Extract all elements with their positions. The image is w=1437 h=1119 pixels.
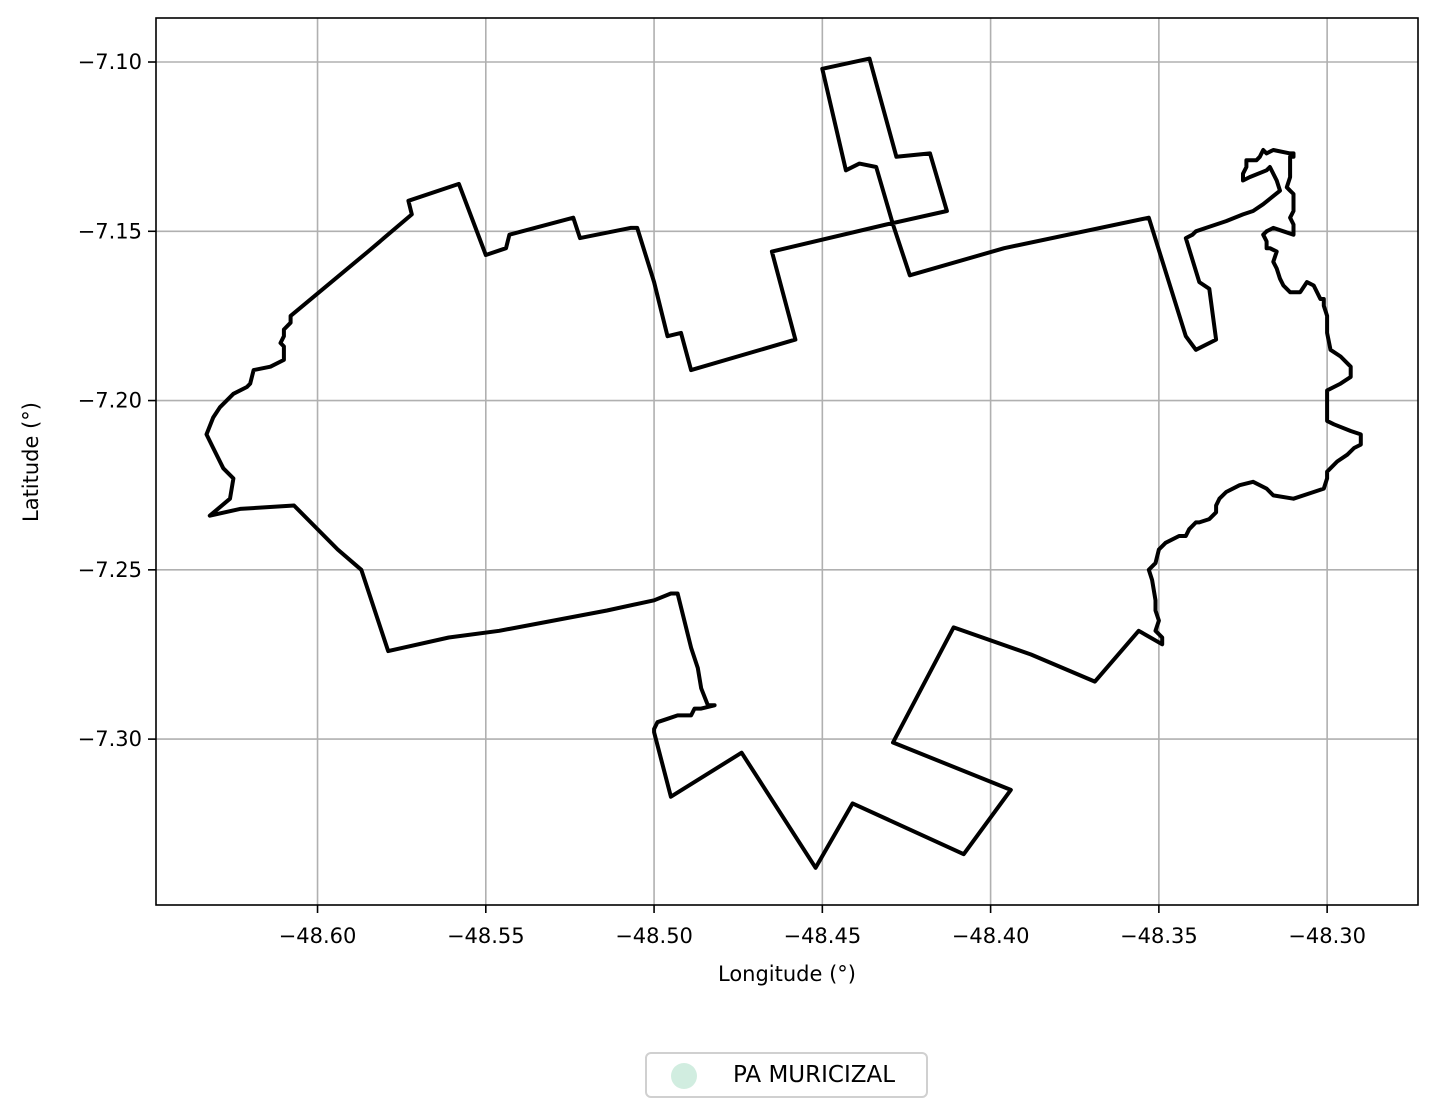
x-tick-label: −48.50: [615, 924, 693, 948]
y-tick-label: −7.10: [78, 50, 142, 74]
x-tick-label: −48.45: [783, 924, 861, 948]
legend: PA MURICIZAL: [645, 1052, 928, 1098]
x-tick-label: −48.35: [1120, 924, 1198, 948]
legend-label: PA MURICIZAL: [733, 1062, 896, 1088]
y-tick-label: −7.15: [78, 219, 142, 243]
x-tick-label: −48.40: [952, 924, 1030, 948]
y-tick-label: −7.20: [78, 389, 142, 413]
y-ticks: −7.10 −7.15 −7.20 −7.25 −7.30: [78, 50, 156, 751]
grid: [156, 18, 1418, 905]
y-tick-label: −7.25: [78, 558, 142, 582]
plot-frame: [155, 17, 1419, 906]
boundary-layer: [204, 56, 1363, 870]
y-tick-label: −7.30: [78, 727, 142, 751]
x-tick-label: −48.55: [447, 924, 525, 948]
x-tick-label: −48.30: [1288, 924, 1366, 948]
x-axis-label: Longitude (°): [718, 962, 856, 986]
x-ticks: −48.60 −48.55 −48.50 −48.45 −48.40 −48.35 −48.…: [279, 905, 1366, 948]
boundary-polygon: [204, 56, 1363, 870]
x-tick-label: −48.60: [279, 924, 357, 948]
legend-marker-icon: [671, 1063, 697, 1089]
y-axis-label: Latitude (°): [19, 402, 43, 522]
